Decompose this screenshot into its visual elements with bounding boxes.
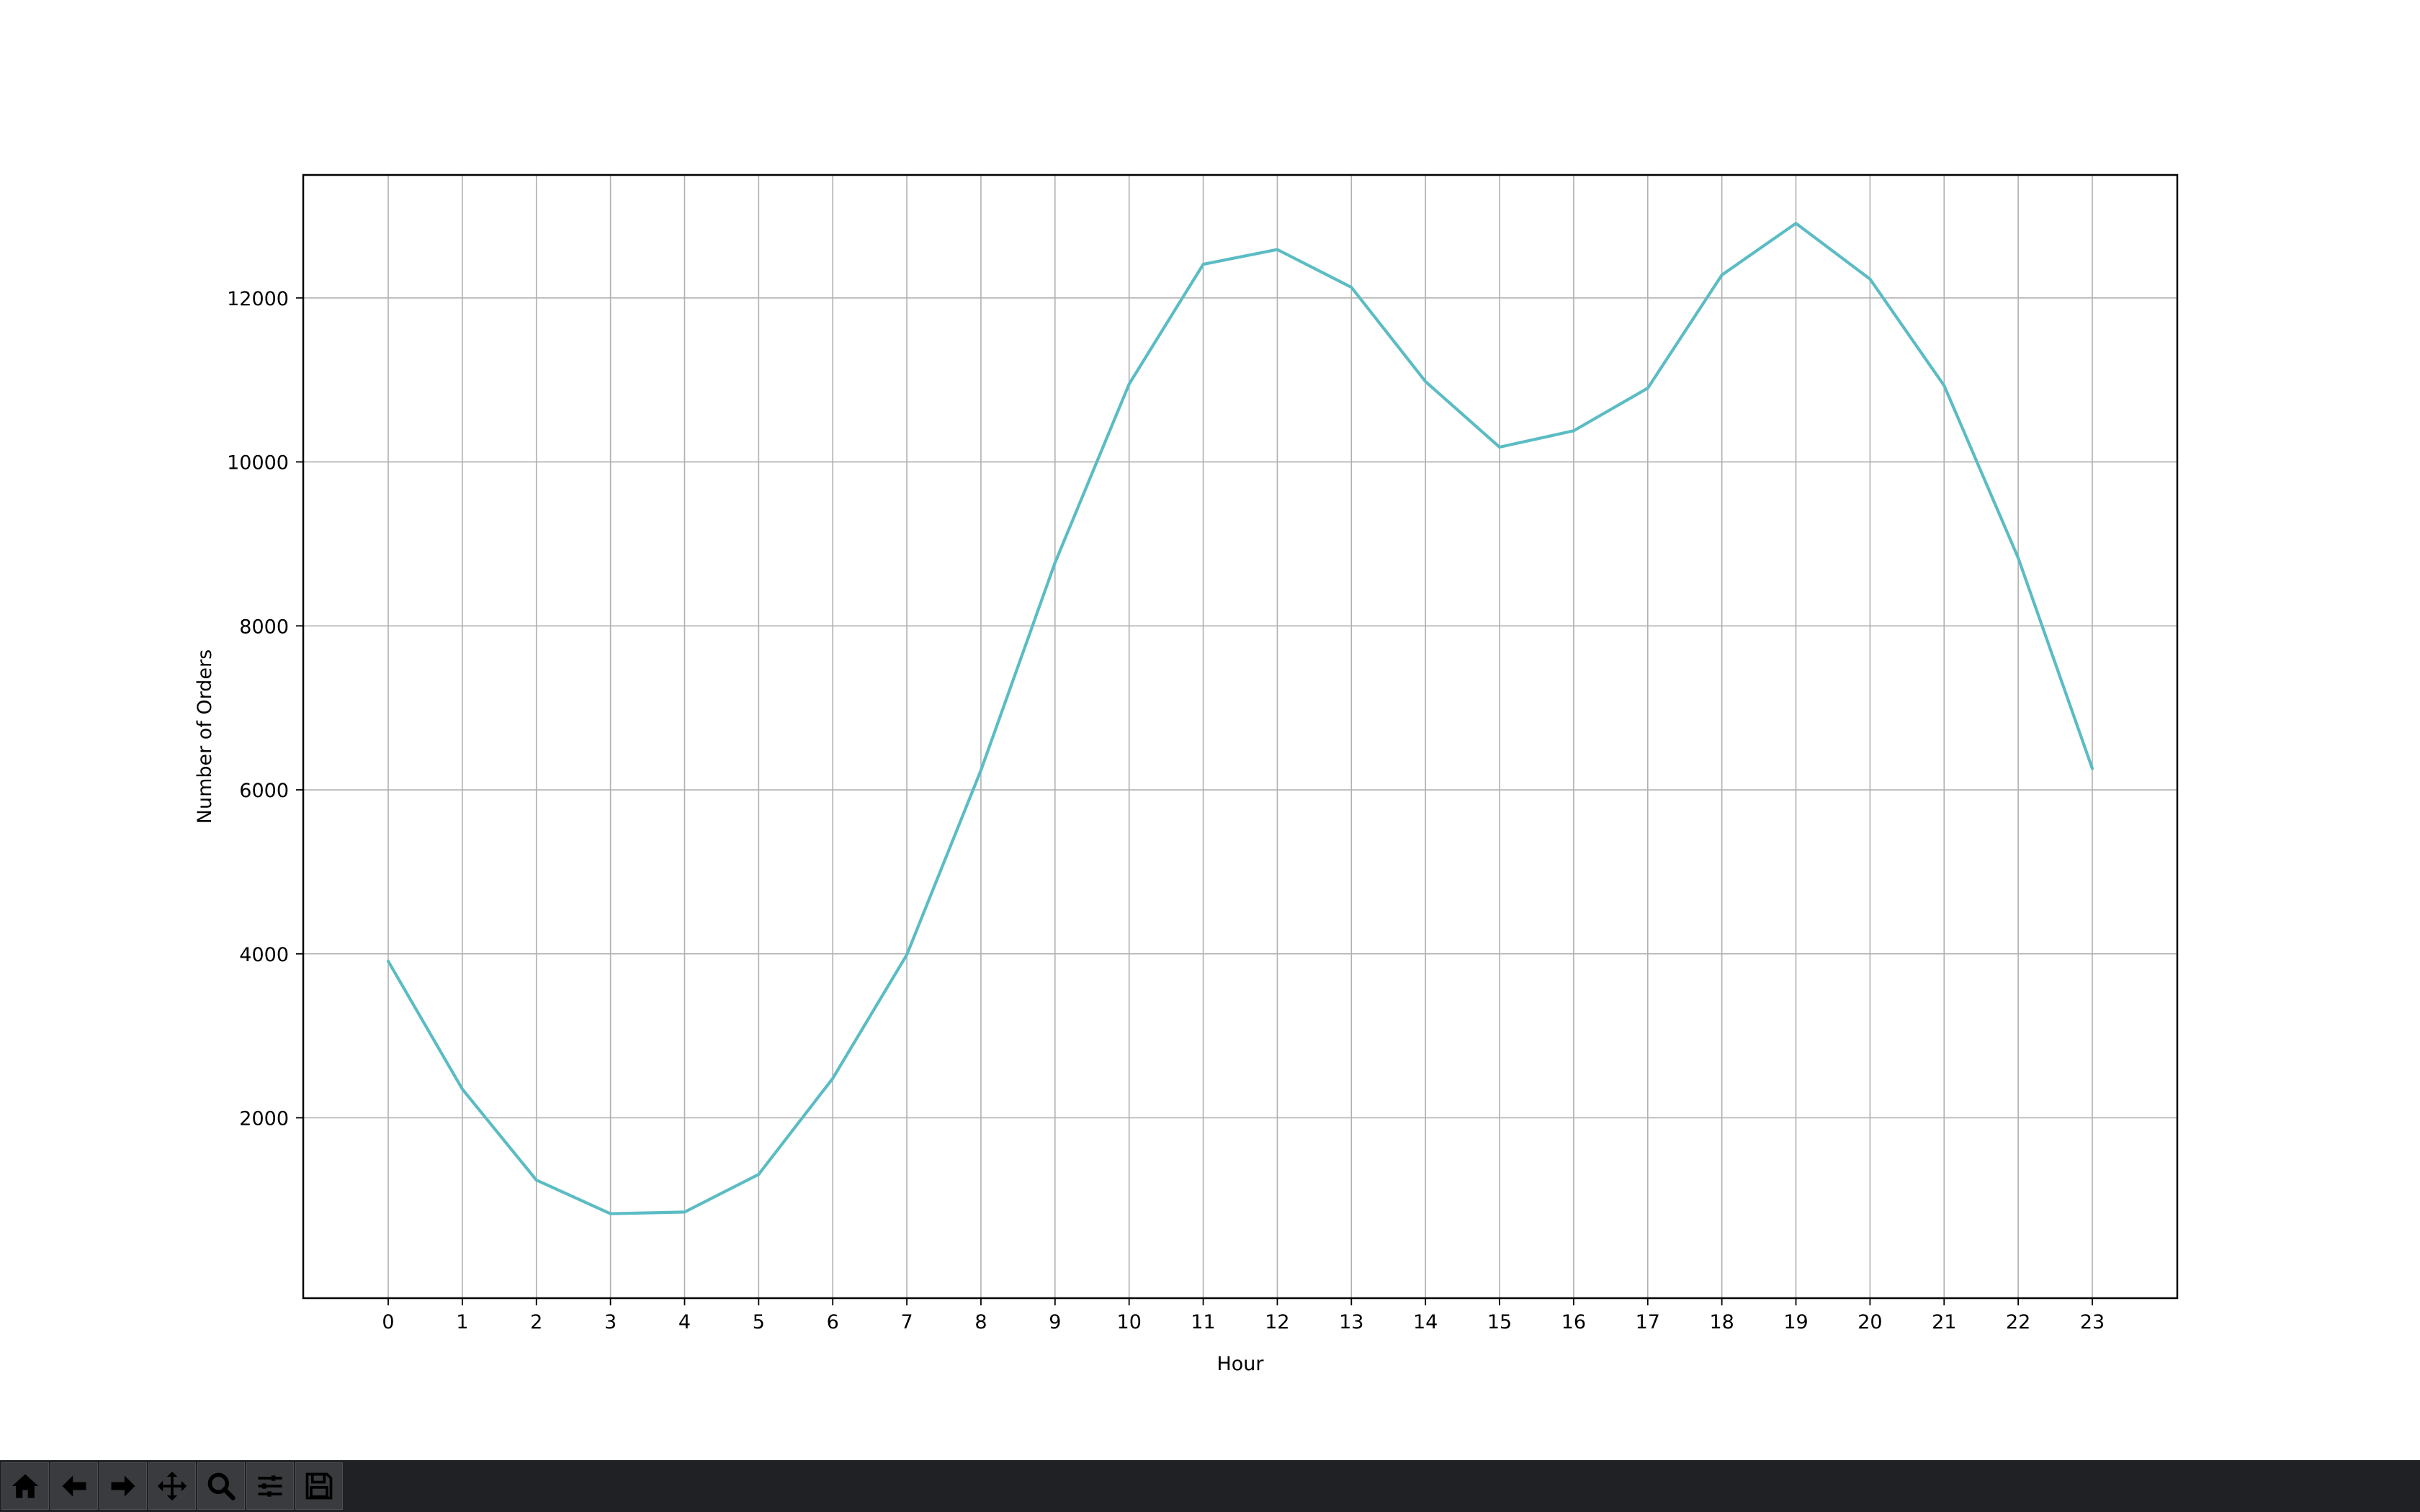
configure-subplots-button[interactable] (246, 1462, 294, 1510)
x-tick-label: 5 (753, 1311, 765, 1333)
configure-subplots-icon (258, 1475, 282, 1497)
x-tick-label: 7 (900, 1311, 913, 1333)
series-layer (386, 222, 2094, 1215)
x-tick-label: 19 (1783, 1311, 1808, 1333)
x-tick-label: 14 (1413, 1311, 1438, 1333)
ticks-layer: 0 1 2 3 4 5 6 7 8 9 10 11 12 13 14 15 16 17 18 19 20 21 22 2320… (227, 288, 2105, 1333)
x-tick-label: 11 (1191, 1311, 1215, 1333)
x-tick-label: 6 (827, 1311, 839, 1333)
x-tick-label: 0 (382, 1311, 394, 1333)
x-tick-label: 2 (530, 1311, 542, 1333)
series-line (386, 222, 2094, 1215)
x-tick-label: 17 (1636, 1311, 1660, 1333)
forward-button[interactable] (99, 1462, 147, 1510)
toolbar (0, 1460, 2420, 1512)
x-tick-label: 10 (1117, 1311, 1142, 1333)
axes-frame (302, 174, 2179, 1300)
x-axis-label: Hour (1216, 1353, 1264, 1375)
save-icon (305, 1472, 333, 1500)
x-tick-label: 1 (456, 1311, 468, 1333)
x-tick-label: 8 (974, 1311, 987, 1333)
y-tick-label: 12000 (227, 288, 289, 310)
back-button[interactable] (50, 1462, 98, 1510)
back-arrow-icon (62, 1475, 86, 1497)
y-tick-label: 2000 (239, 1107, 289, 1130)
x-tick-label: 9 (1049, 1311, 1061, 1333)
y-axis-label: Number of Orders (194, 649, 216, 824)
y-tick-label: 4000 (239, 944, 289, 966)
x-tick-label: 12 (1265, 1311, 1289, 1333)
x-tick-label: 22 (2006, 1311, 2030, 1333)
x-tick-label: 23 (2080, 1311, 2105, 1333)
x-tick-label: 18 (1709, 1311, 1734, 1333)
x-tick-label: 4 (678, 1311, 691, 1333)
x-tick-label: 3 (604, 1311, 617, 1333)
home-button[interactable] (1, 1462, 49, 1510)
y-tick-label: 6000 (239, 780, 289, 802)
y-tick-label: 10000 (227, 452, 289, 474)
x-tick-label: 15 (1487, 1311, 1512, 1333)
x-tick-label: 21 (1932, 1311, 1956, 1333)
pan-button[interactable] (148, 1462, 196, 1510)
zoom-icon (207, 1472, 236, 1500)
line-chart: 0 1 2 3 4 5 6 7 8 9 10 11 12 13 14 15 16 17 18 19 20 21 22 2320… (194, 174, 2179, 1375)
y-tick-label: 8000 (239, 616, 289, 638)
forward-arrow-icon (111, 1475, 135, 1497)
home-icon (12, 1474, 39, 1498)
x-tick-label: 13 (1339, 1311, 1363, 1333)
pan-icon (157, 1471, 187, 1501)
zoom-button[interactable] (197, 1462, 245, 1510)
grid-lines (303, 175, 2177, 1298)
figure: 0 1 2 3 4 5 6 7 8 9 10 11 12 13 14 15 16 17 18 19 20 21 22 23 20… (194, 174, 2179, 1375)
x-tick-label: 20 (1857, 1311, 1882, 1333)
save-button[interactable] (295, 1462, 343, 1510)
x-tick-label: 16 (1561, 1311, 1586, 1333)
